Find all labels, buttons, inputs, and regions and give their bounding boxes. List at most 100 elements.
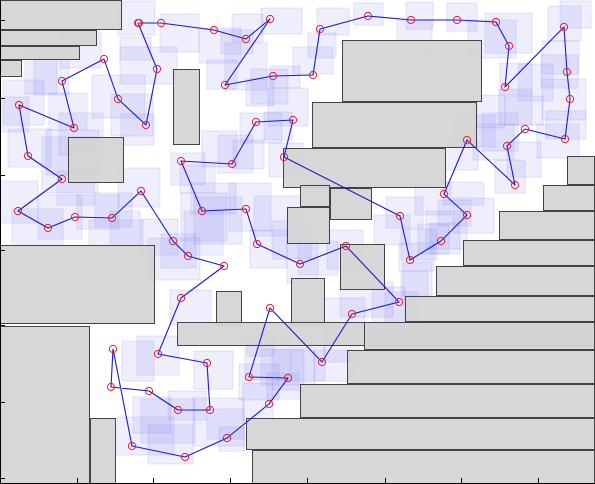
path-node-marker — [205, 405, 215, 415]
path-node-marker — [107, 213, 117, 223]
path-node-marker — [562, 67, 572, 77]
coverage-cell — [140, 398, 196, 444]
path-node-marker — [462, 210, 472, 220]
coverage-cell — [260, 348, 305, 386]
obstacle-block — [68, 137, 124, 183]
path-node-marker — [141, 120, 151, 130]
obstacle-block — [342, 40, 482, 102]
coverage-cell — [446, 2, 478, 32]
path-node-marker — [295, 259, 305, 269]
coverage-cell — [541, 78, 587, 121]
coverage-cell — [504, 95, 544, 126]
path-node-marker — [14, 100, 24, 110]
path-node-marker — [520, 124, 530, 134]
path-node-marker — [168, 236, 178, 246]
coverage-cell — [517, 63, 554, 102]
path-node-marker — [395, 211, 405, 221]
path-node-marker — [227, 159, 237, 169]
path-node-marker — [452, 15, 462, 25]
coverage-cell — [232, 139, 265, 170]
path-node-marker — [268, 71, 278, 81]
coverage-cell — [192, 397, 245, 447]
coverage-cell — [147, 424, 194, 465]
coverage-cell — [183, 210, 224, 256]
obstacle-block — [340, 244, 385, 290]
coverage-cell — [193, 196, 243, 245]
path-node-marker — [106, 382, 116, 392]
coverage-cell — [414, 182, 452, 216]
coverage-cell — [452, 197, 495, 234]
obstacle-block — [291, 278, 325, 326]
coverage-cell — [132, 396, 172, 434]
coverage-cell — [91, 74, 146, 119]
obstacle-block — [0, 245, 155, 324]
obstacle-block — [287, 207, 330, 244]
path-node-marker — [241, 34, 251, 44]
path-node-marker — [202, 358, 212, 368]
path-node-marker — [70, 212, 80, 222]
obstacle-block — [436, 266, 595, 296]
coverage-cell — [307, 32, 337, 59]
path-node-marker — [152, 64, 162, 74]
coverage-cell — [159, 13, 200, 53]
path-node-marker — [347, 309, 357, 319]
coverage-cell — [2, 79, 45, 126]
coverage-cell — [353, 2, 384, 26]
obstacle-block — [0, 60, 22, 77]
obstacle-block — [283, 148, 446, 188]
obstacle-block — [300, 185, 330, 207]
path-node-marker — [99, 54, 109, 64]
path-node-marker — [222, 433, 232, 443]
path-node-marker — [288, 115, 298, 125]
coverage-cell — [425, 210, 468, 250]
path-node-marker — [23, 151, 33, 161]
coverage-cell — [193, 350, 234, 390]
path-node-marker — [113, 94, 123, 104]
path-node-marker — [136, 186, 146, 196]
path-node-marker — [502, 141, 512, 151]
obstacle-block — [246, 418, 595, 450]
path-node-marker — [244, 372, 254, 382]
coverage-cell — [442, 181, 485, 206]
coverage-cell — [405, 1, 434, 30]
obstacle-block — [0, 30, 97, 46]
coverage-cell — [206, 408, 245, 440]
path-node-marker — [108, 344, 118, 354]
path-node-marker — [462, 135, 472, 145]
path-node-marker — [283, 373, 293, 383]
path-node-marker — [560, 134, 570, 144]
path-node-marker — [220, 80, 230, 90]
path-node-marker — [173, 405, 183, 415]
coverage-cell — [536, 123, 580, 159]
coverage-cell — [119, 46, 178, 85]
coverage-cell — [120, 113, 155, 146]
coverage-cell — [201, 130, 238, 168]
coverage-cell — [7, 128, 52, 168]
coverage-cell — [245, 78, 275, 107]
obstacle-block — [252, 450, 595, 484]
path-node-marker — [219, 261, 229, 271]
path-node-marker — [183, 251, 193, 261]
obstacle-block — [405, 296, 595, 322]
obstacle-block — [347, 350, 595, 384]
path-node-marker — [406, 15, 416, 25]
path-node-marker — [559, 22, 569, 32]
coverage-cell — [267, 87, 309, 127]
path-node-marker — [436, 236, 446, 246]
path-node-marker — [197, 206, 207, 216]
path-node-marker — [504, 41, 514, 51]
obstacle-block — [364, 322, 595, 350]
coverage-cell — [429, 222, 461, 255]
path-node-marker — [500, 82, 510, 92]
path-node-marker — [264, 399, 274, 409]
obstacle-block — [0, 326, 90, 484]
coverage-cell — [217, 134, 254, 174]
obstacle-block — [312, 102, 477, 148]
obstacle-block — [463, 240, 595, 266]
path-node-marker — [315, 24, 325, 34]
coverage-cell — [167, 390, 207, 421]
coverage-cell — [242, 382, 274, 422]
